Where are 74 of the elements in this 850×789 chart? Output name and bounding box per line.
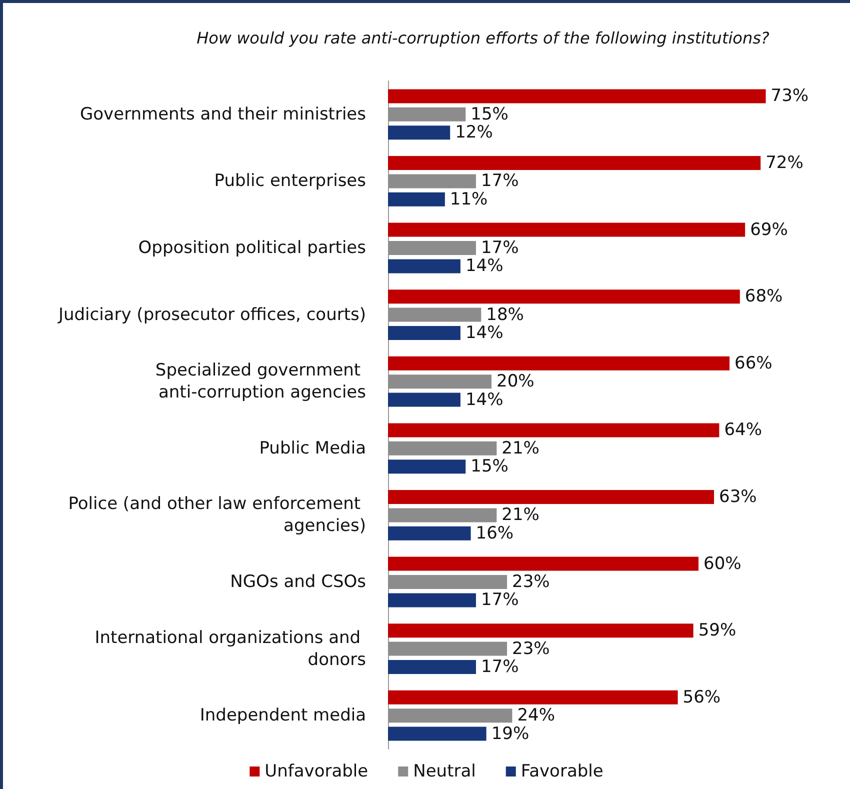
- data-label: 17%: [480, 657, 519, 677]
- data-label: 21%: [502, 438, 540, 458]
- data-label: 21%: [502, 505, 540, 526]
- y-tick-label: NGOs and CSOs: [230, 572, 366, 592]
- y-tick-label: Governments and their ministries: [80, 104, 366, 124]
- data-label: 14%: [465, 323, 504, 343]
- data-label: 14%: [465, 256, 504, 276]
- chart-title: How would you rate anti-corruption efforts of the following institutions?: [196, 28, 770, 48]
- data-label: 18%: [486, 304, 524, 325]
- data-label: 59%: [698, 620, 736, 641]
- bar: [388, 660, 476, 674]
- bar: [388, 222, 746, 237]
- data-label: 23%: [512, 638, 550, 659]
- bar: [388, 89, 766, 104]
- bar: [388, 526, 471, 540]
- data-label: 69%: [750, 220, 788, 240]
- bar: [388, 690, 678, 704]
- y-tick-label: Specialized government anti-corruption agencies: [155, 360, 366, 403]
- data-label: 17%: [480, 238, 519, 258]
- bar: [388, 126, 450, 140]
- y-tick-label: Independent media: [200, 706, 366, 726]
- data-label: 68%: [744, 286, 783, 307]
- legend-label: Favorable: [520, 762, 604, 782]
- bar: [388, 107, 466, 122]
- bar: [388, 308, 482, 322]
- bar: [388, 593, 476, 608]
- bar: [388, 460, 466, 474]
- y-tick-label: Police (and other law enforcement agencies): [68, 494, 366, 536]
- data-label: 56%: [682, 687, 721, 708]
- bar: [388, 192, 445, 206]
- data-label: 12%: [455, 122, 493, 143]
- y-tick-label: Public Media: [259, 438, 366, 458]
- bar: [388, 290, 740, 304]
- data-label: 66%: [734, 353, 772, 374]
- data-label: 14%: [465, 390, 504, 410]
- bar: [388, 356, 730, 370]
- data-label: 17%: [480, 590, 519, 610]
- data-label: 63%: [719, 487, 757, 507]
- data-label: 15%: [470, 104, 508, 124]
- data-label: 72%: [766, 153, 804, 173]
- data-label: 15%: [470, 456, 508, 477]
- data-label: 24%: [517, 706, 555, 726]
- bar: [388, 490, 714, 504]
- data-label: 19%: [491, 724, 530, 744]
- bar: [388, 708, 512, 723]
- bar: [388, 575, 508, 589]
- y-tick-label: Public enterprises: [214, 171, 366, 192]
- data-label: 73%: [770, 86, 809, 106]
- bar: [388, 374, 492, 389]
- legend-label: Unfavorable: [264, 762, 368, 782]
- data-label: 16%: [476, 523, 514, 544]
- data-label: 60%: [704, 554, 742, 574]
- bar: [388, 174, 476, 188]
- bar: [388, 508, 497, 522]
- bar: [388, 441, 497, 456]
- y-tick-label: Judiciary (prosecutor offices, courts): [57, 304, 366, 325]
- data-label: 64%: [724, 420, 762, 440]
- bar: [388, 556, 698, 571]
- bar: [388, 642, 508, 656]
- data-label: 11%: [450, 189, 488, 210]
- data-label: 23%: [512, 572, 550, 592]
- data-label: 20%: [496, 372, 534, 392]
- bar: [388, 423, 720, 438]
- bar: [388, 726, 486, 741]
- y-tick-label: Opposition political parties: [138, 238, 366, 258]
- y-tick-label: International organizations and donors: [94, 628, 366, 670]
- bar: [388, 156, 761, 170]
- bar: [388, 624, 694, 638]
- bar: [388, 259, 460, 274]
- data-label: 17%: [480, 171, 519, 192]
- bar: [388, 392, 460, 407]
- legend-label: Neutral: [413, 762, 476, 782]
- bar: [388, 326, 460, 340]
- bar: [388, 241, 476, 255]
